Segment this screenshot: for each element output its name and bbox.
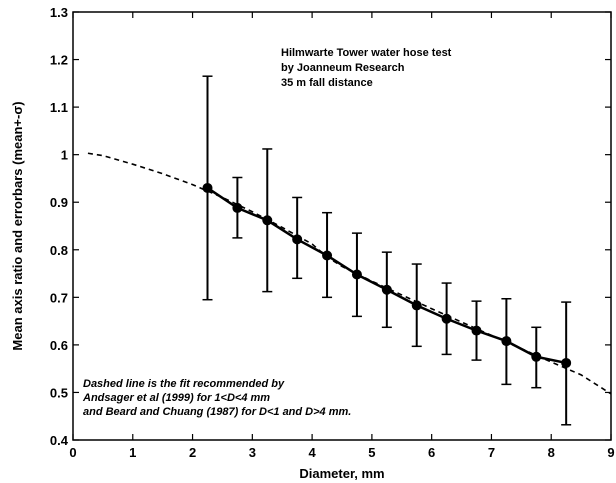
annotation-bottom-line: Dashed line is the fit recommended by	[83, 378, 285, 390]
annotation-top-line: by Joanneum Research	[281, 62, 405, 74]
plot-frame	[72, 11, 612, 441]
annotation-top-line: 35 m fall distance	[281, 77, 373, 89]
data-point	[351, 269, 362, 280]
annotation-bottom-line: Andsager et al (1999) for 1<D<4 mm	[82, 392, 270, 404]
y-tick-label: 0.5	[50, 385, 68, 400]
data-point	[381, 284, 392, 295]
x-tick-label: 8	[548, 445, 555, 460]
y-tick-label: 0.7	[50, 290, 68, 305]
data-point	[471, 325, 482, 336]
data-point	[292, 234, 303, 245]
annotation-top-line: Hilmwarte Tower water hose test	[281, 47, 452, 59]
data-point	[202, 182, 213, 193]
data-point	[322, 250, 333, 261]
y-tick-label: 1.3	[50, 5, 68, 20]
y-axis-label: Mean axis ratio and errorbars (mean+-σ)	[10, 101, 25, 350]
x-tick-label: 3	[249, 445, 256, 460]
y-tick-label: 1.1	[50, 100, 68, 115]
x-tick-label: 1	[129, 445, 136, 460]
y-tick-label: 0.6	[50, 338, 68, 353]
chart-marks	[87, 75, 612, 426]
y-tick-label: 0.8	[50, 243, 68, 258]
x-tick-label: 2	[189, 445, 196, 460]
y-tick-label: 1	[61, 148, 68, 163]
y-tick-label: 1.2	[50, 53, 68, 68]
data-point	[561, 357, 572, 368]
data-point	[531, 351, 542, 362]
chart-labels: 0 1 2 3 4 5 6 7 8 9 0.4 0.5 0.6 0.7 0.8 0.9 1 1.1 1.2 1.3 Di…	[10, 5, 615, 481]
data-point	[232, 202, 243, 213]
plot-area	[72, 11, 612, 441]
data-point	[262, 215, 273, 226]
x-tick-label: 5	[368, 445, 375, 460]
x-axis-label: Diameter, mm	[299, 466, 384, 481]
data-point	[501, 336, 512, 347]
x-tick-label: 6	[428, 445, 435, 460]
y-tick-label: 0.4	[50, 433, 69, 448]
x-tick-label: 7	[488, 445, 495, 460]
data-point	[441, 313, 452, 324]
x-tick-label: 4	[308, 445, 316, 460]
x-tick-label: 9	[607, 445, 614, 460]
annotation-bottom-line: and Beard and Chuang (1987) for D<1 and …	[83, 406, 351, 418]
data-point	[411, 300, 422, 311]
x-tick-label: 0	[69, 445, 76, 460]
y-tick-label: 0.9	[50, 195, 68, 210]
